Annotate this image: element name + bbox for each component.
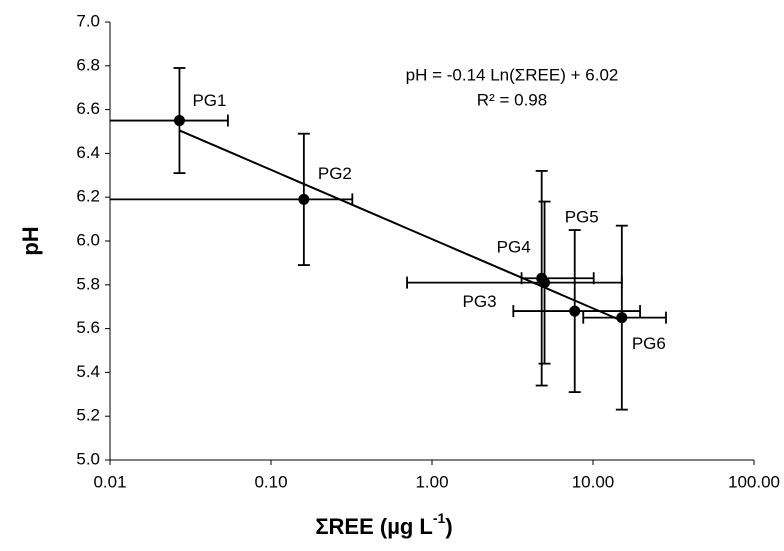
- x-label-end: ): [445, 514, 452, 539]
- x-tick-label: 1.00: [415, 472, 448, 491]
- x-tick-label: 100.00: [728, 472, 780, 491]
- point-label: PG5: [565, 208, 599, 227]
- point: [616, 312, 628, 324]
- y-tick-label: 5.4: [76, 362, 100, 381]
- point: [536, 272, 548, 284]
- y-tick-label: 5.6: [76, 318, 100, 337]
- point-label: PG3: [463, 292, 497, 311]
- trendline: [179, 129, 623, 322]
- y-tick-label: 7.0: [76, 11, 100, 30]
- x-label-main: ΣREE (µg L: [315, 514, 433, 539]
- y-tick-label: 5.2: [76, 406, 100, 425]
- point-label: PG4: [497, 238, 531, 257]
- x-tick-label: 0.10: [254, 472, 287, 491]
- y-tick-label: 6.0: [76, 230, 100, 249]
- point: [569, 305, 581, 317]
- y-tick-label: 5.0: [76, 449, 100, 468]
- equation: pH = -0.14 Ln(ΣREE) + 6.02: [406, 65, 619, 84]
- point: [173, 115, 185, 127]
- y-tick-label: 6.2: [76, 187, 100, 206]
- plot-area: [110, 67, 667, 411]
- point-label: PG6: [632, 334, 666, 353]
- x-tick-label: 10.00: [572, 472, 615, 491]
- y-tick-label: 6.6: [76, 99, 100, 118]
- x-tick-label: 0.01: [93, 472, 126, 491]
- y-axis-label: pH: [18, 226, 43, 255]
- y-tick-label: 5.8: [76, 274, 100, 293]
- point-label: PG2: [318, 164, 352, 183]
- point-label: PG1: [192, 91, 226, 110]
- r-squared: R² = 0.98: [477, 90, 547, 109]
- x-label-sup: -1: [433, 510, 446, 526]
- x-axis-label: ΣREE (µg L-1): [315, 510, 452, 539]
- y-tick-label: 6.4: [76, 143, 100, 162]
- y-tick-label: 6.8: [76, 55, 100, 74]
- point: [298, 193, 310, 205]
